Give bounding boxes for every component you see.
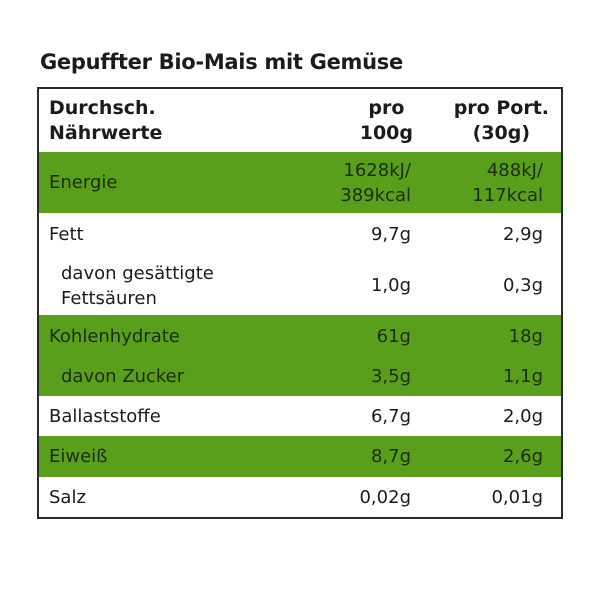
row-per-portion: 2,6g bbox=[502, 446, 543, 467]
row-per100: 6,7g bbox=[370, 405, 411, 427]
row-label: Kohlenhydrate bbox=[49, 325, 180, 347]
header-nutrients: Durchsch. Nährwerte bbox=[49, 96, 163, 144]
row-per100: 8,7g bbox=[370, 446, 411, 467]
row-per100: 3,5g bbox=[370, 366, 411, 387]
table-header: Durchsch. Nährwerte pro 100g pro Port. (… bbox=[39, 89, 561, 152]
row-per-portion: 0,01g bbox=[491, 486, 543, 508]
row-per-portion: 2,9g bbox=[502, 224, 543, 245]
table-row-energie: Energie 1628kJ/ 389kcal 488kJ/ 117kcal bbox=[39, 152, 561, 213]
row-label: davon gesättigte Fettsäuren bbox=[61, 262, 214, 309]
table-row-gesaettigte: davon gesättigte Fettsäuren 1,0g 0,3g bbox=[39, 256, 561, 315]
header-per-100g: pro 100g bbox=[359, 96, 413, 144]
row-label: davon Zucker bbox=[61, 366, 185, 387]
nutrition-table: Durchsch. Nährwerte pro 100g pro Port. (… bbox=[37, 87, 563, 519]
row-per-portion: 2,0g bbox=[502, 405, 543, 427]
row-per100: 0,02g bbox=[359, 486, 411, 508]
row-label: Fett bbox=[49, 224, 84, 245]
table-row-salz: Salz 0,02g 0,01g bbox=[39, 477, 561, 517]
header-per-portion: pro Port. (30g) bbox=[453, 96, 549, 144]
row-per100: 1628kJ/ 389kcal bbox=[340, 159, 411, 206]
row-per100: 1,0g bbox=[370, 275, 411, 296]
row-per100: 61g bbox=[376, 325, 411, 347]
row-label: Eiweiß bbox=[49, 446, 108, 467]
row-label: Energie bbox=[49, 172, 118, 193]
row-per-portion: 18g bbox=[508, 325, 543, 347]
table-row-eiweiss: Eiweiß 8,7g 2,6g bbox=[39, 436, 561, 477]
row-per-portion: 1,1g bbox=[502, 366, 543, 387]
table-row-ballaststoffe: Ballaststoffe 6,7g 2,0g bbox=[39, 396, 561, 436]
row-per-portion: 488kJ/ 117kcal bbox=[472, 159, 543, 206]
row-per-portion: 0,3g bbox=[502, 275, 543, 296]
table-row-kohlenhydrate: Kohlenhydrate 61g 18g bbox=[39, 315, 561, 357]
row-label: Salz bbox=[49, 486, 86, 508]
product-title: Gepuffter Bio-Mais mit Gemüse bbox=[40, 50, 403, 74]
table-row-fett: Fett 9,7g 2,9g bbox=[39, 213, 561, 256]
row-per100: 9,7g bbox=[370, 224, 411, 245]
row-label: Ballaststoffe bbox=[49, 405, 161, 427]
table-row-zucker: davon Zucker 3,5g 1,1g bbox=[39, 357, 561, 396]
